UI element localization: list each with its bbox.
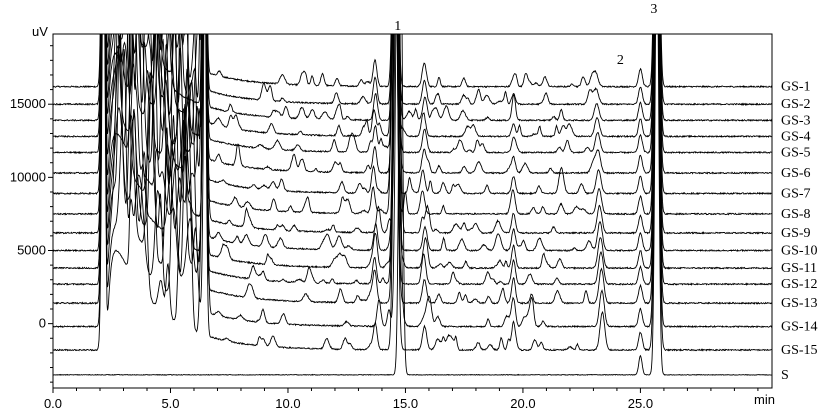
y-tick-label: 0 <box>39 316 46 331</box>
trace-line <box>53 34 772 376</box>
y-axis-unit: uV <box>32 24 48 39</box>
y-tick-label: 5000 <box>17 242 46 257</box>
trace-label: GS-15 <box>781 343 818 358</box>
peak-label: 1 <box>394 19 401 34</box>
trace-line <box>53 34 772 329</box>
trace-label: GS-5 <box>781 145 811 160</box>
trace-line <box>53 34 772 306</box>
peak-label: 3 <box>650 2 657 17</box>
trace-label: GS-10 <box>781 243 818 258</box>
trace-line <box>53 34 772 352</box>
x-tick-label: 10.0 <box>275 396 300 411</box>
peak-label: 2 <box>617 53 624 68</box>
x-axis-unit: min <box>754 392 775 407</box>
trace-label: GS-8 <box>781 207 811 222</box>
trace-labels: GS-1 GS-2GS-3GS-4GS-5 GS-6 GS-7 GS-8 GS-9 GS-1… <box>781 80 818 383</box>
plot-frame <box>52 33 773 389</box>
x-tick-label: 5.0 <box>161 396 179 411</box>
trace-label: GS-3 <box>781 113 811 128</box>
trace-label: GS-12 <box>781 277 818 292</box>
trace-label: GS-4 <box>781 129 811 144</box>
axis-ticks: 0.0 5.0 10.0 15.0 20.0 25.0 0 5000 10000 15000 <box>10 45 759 411</box>
y-tick-label: 15000 <box>10 96 46 111</box>
peak-labels: 1 2 3 <box>394 2 657 68</box>
trace-label: GS-2 <box>781 97 811 112</box>
x-tick-label: 15.0 <box>393 396 418 411</box>
trace-label: GS-7 <box>781 186 811 201</box>
trace-label: GS-14 <box>781 320 818 335</box>
x-tick-label: 20.0 <box>510 396 535 411</box>
y-tick-label: 10000 <box>10 169 46 184</box>
trace-label: GS-11 <box>781 261 817 276</box>
trace-group <box>53 34 772 376</box>
trace-label: GS-1 <box>781 80 811 95</box>
x-tick-label: 0.0 <box>44 396 62 411</box>
trace-label: GS-9 <box>781 226 811 241</box>
trace-label: GS-13 <box>781 296 818 311</box>
x-tick-label: 25.0 <box>628 396 653 411</box>
trace-label: GS-6 <box>781 166 811 181</box>
trace-label: S <box>781 368 789 383</box>
